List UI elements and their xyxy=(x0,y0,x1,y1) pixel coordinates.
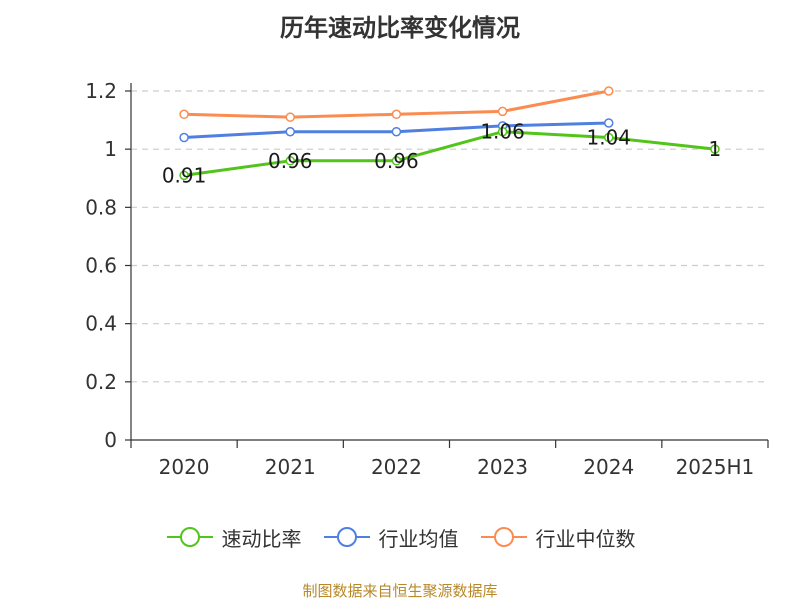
y-tick-label: 1 xyxy=(104,137,117,161)
y-tick-label: 0.6 xyxy=(85,254,117,278)
data-label: 1.06 xyxy=(480,120,525,144)
data-point xyxy=(179,132,189,143)
data-point xyxy=(285,156,295,166)
data-label: 1.04 xyxy=(586,126,631,150)
data-point xyxy=(710,144,720,154)
legend: 速动比率 行业均值 行业中位数 xyxy=(0,520,800,554)
data-label: 0.91 xyxy=(162,163,207,187)
legend-label: 行业均值 xyxy=(378,526,459,551)
data-label: 1 xyxy=(709,137,722,161)
y-tick-label: 0 xyxy=(104,428,117,452)
x-tick-label: 2023 xyxy=(477,455,528,479)
data-label: 0.96 xyxy=(374,149,419,173)
data-point xyxy=(391,126,402,137)
legend-circle xyxy=(493,527,514,547)
legend-circle xyxy=(336,527,357,547)
data-labels: 0.91 0.96 0.96 1.06 1.04 1 xyxy=(162,120,721,188)
x-tick-label: 2022 xyxy=(371,455,422,479)
data-point xyxy=(285,126,295,137)
x-tick-label: 2020 xyxy=(159,455,210,479)
data-point xyxy=(604,86,614,96)
y-tick-label: 1.2 xyxy=(85,79,117,103)
y-tick-label: 0.2 xyxy=(85,370,117,394)
legend-label: 速动比率 xyxy=(221,526,302,551)
x-tick-label: 2024 xyxy=(583,455,634,479)
data-point xyxy=(179,170,189,181)
data-point xyxy=(285,112,295,122)
legend-item-industry-mean[interactable]: 行业均值 xyxy=(322,523,459,552)
data-point xyxy=(391,156,402,166)
legend-circle xyxy=(179,527,200,547)
data-point xyxy=(497,126,508,137)
axes: 0 0.2 0.4 0.6 0.8 1 1.2 2020 2021 2022 2023 2024 202… xyxy=(85,79,769,479)
x-tick-label: 2021 xyxy=(265,455,316,479)
data-label: 0.96 xyxy=(268,149,313,173)
data-point xyxy=(179,109,189,120)
legend-item-quick-ratio[interactable]: 速动比率 xyxy=(165,523,302,552)
grid-lines xyxy=(131,90,768,383)
data-point xyxy=(604,132,614,143)
data-point xyxy=(604,118,614,128)
x-tick-label: 2025H1 xyxy=(676,455,755,479)
series-lines xyxy=(179,86,720,181)
y-tick-label: 0.4 xyxy=(85,312,117,336)
y-tick-label: 0.8 xyxy=(85,195,117,219)
source-note: 制图数据来自恒生聚源数据库 xyxy=(302,582,498,600)
chart-title: 历年速动比率变化情况 xyxy=(280,14,520,42)
legend-marker-icon xyxy=(323,527,370,547)
legend-marker-icon xyxy=(166,527,213,547)
legend-label: 行业中位数 xyxy=(535,526,636,551)
legend-item-industry-median[interactable]: 行业中位数 xyxy=(479,523,636,552)
legend-marker-icon xyxy=(480,527,527,547)
data-point xyxy=(497,106,508,117)
series-line xyxy=(183,130,716,177)
data-point xyxy=(391,109,402,120)
